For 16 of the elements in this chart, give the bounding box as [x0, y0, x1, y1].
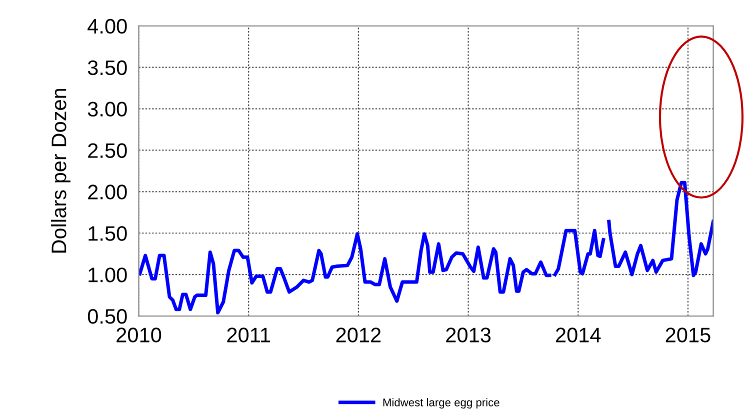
y-tick-label: 1.50	[88, 226, 127, 241]
y-tick-label: 4.00	[88, 18, 127, 34]
y-tick-label: 3.00	[88, 102, 127, 117]
y-tick-label: 1.00	[88, 268, 127, 282]
y-tick-label: 2.00	[88, 184, 127, 200]
y-tick-label: 2.50	[88, 143, 127, 158]
x-tick-label: 2015	[666, 328, 710, 342]
y-tick-label: 0.50	[88, 309, 127, 324]
x-tick-label: 2014	[556, 328, 601, 342]
x-tick-label: 2011	[227, 328, 270, 342]
legend-label: Midwest large egg price	[383, 398, 500, 409]
x-tick-label: 2013	[446, 328, 491, 342]
y-tick-label: 3.50	[88, 60, 127, 76]
x-tick-label: 2010	[116, 328, 162, 342]
x-tick-label: 2012	[336, 328, 381, 342]
y-axis-title: Dollars per Dozen	[51, 88, 70, 253]
